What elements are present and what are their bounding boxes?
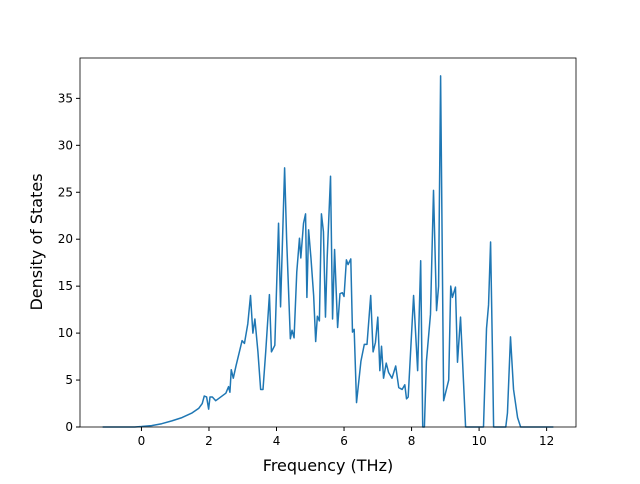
- plot-frame: [79, 57, 577, 428]
- y-tick-label: 25: [58, 185, 73, 199]
- y-tick-label: 35: [58, 91, 73, 105]
- y-tick-label: 5: [65, 373, 73, 387]
- x-tick-label: 12: [539, 434, 554, 448]
- y-tick-label: 15: [58, 279, 73, 293]
- x-tick-label: 10: [471, 434, 486, 448]
- x-tick-label: 2: [205, 434, 213, 448]
- y-axis-label: Density of States: [27, 173, 46, 310]
- y-tick-label: 10: [58, 326, 73, 340]
- x-axis-label: Frequency (THz): [263, 456, 393, 475]
- y-tick-label: 20: [58, 232, 73, 246]
- y-tick-label: 0: [65, 420, 73, 434]
- x-tick-label: 6: [340, 434, 348, 448]
- line-series: [102, 75, 554, 428]
- x-tick-label: 8: [408, 434, 416, 448]
- x-tick-label: 0: [138, 434, 146, 448]
- x-tick-label: 4: [273, 434, 281, 448]
- y-tick-label: 30: [58, 138, 73, 152]
